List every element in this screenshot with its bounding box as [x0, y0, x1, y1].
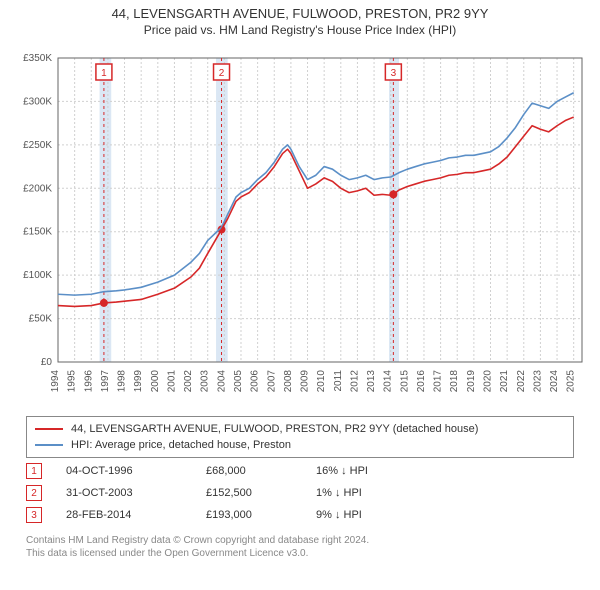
svg-text:1994: 1994 — [50, 370, 61, 393]
svg-text:2009: 2009 — [300, 370, 311, 393]
figure-container: 44, LEVENSGARTH AVENUE, FULWOOD, PRESTON… — [0, 0, 600, 590]
legend-item: 44, LEVENSGARTH AVENUE, FULWOOD, PRESTON… — [35, 421, 565, 437]
svg-text:2002: 2002 — [183, 370, 194, 393]
svg-text:2008: 2008 — [283, 370, 294, 393]
svg-text:2007: 2007 — [266, 370, 277, 393]
event-price: £68,000 — [206, 465, 316, 477]
subtitle: Price paid vs. HM Land Registry's House … — [0, 23, 600, 37]
line-chart: £0 £50K £100K £150K £200K £250K £300K £350K 1994… — [8, 48, 592, 408]
event-diff: 1% ↓ HPI — [316, 487, 436, 499]
footer-line: Contains HM Land Registry data © Crown c… — [26, 534, 574, 547]
svg-text:2005: 2005 — [233, 370, 244, 393]
svg-text:£200K: £200K — [23, 183, 52, 194]
svg-text:2001: 2001 — [166, 370, 177, 393]
event-marker-box: 1 — [26, 463, 42, 479]
svg-text:2: 2 — [219, 68, 225, 79]
svg-text:1998: 1998 — [117, 370, 128, 393]
event-row: 2 31-OCT-2003 £152,500 1% ↓ HPI — [26, 482, 574, 504]
svg-text:£50K: £50K — [29, 314, 53, 325]
event-date: 28-FEB-2014 — [66, 509, 206, 521]
svg-text:2003: 2003 — [200, 370, 211, 393]
event-marker-box: 3 — [26, 507, 42, 523]
legend: 44, LEVENSGARTH AVENUE, FULWOOD, PRESTON… — [26, 416, 574, 458]
address-title: 44, LEVENSGARTH AVENUE, FULWOOD, PRESTON… — [0, 6, 600, 21]
svg-text:2018: 2018 — [449, 370, 460, 393]
event-date: 04-OCT-1996 — [66, 465, 206, 477]
footer-line: This data is licensed under the Open Gov… — [26, 547, 574, 560]
svg-text:£150K: £150K — [23, 227, 52, 238]
svg-text:2011: 2011 — [333, 370, 344, 392]
svg-text:2004: 2004 — [216, 370, 227, 393]
svg-text:1999: 1999 — [133, 370, 144, 393]
svg-text:2006: 2006 — [250, 370, 261, 393]
svg-text:£250K: £250K — [23, 140, 52, 151]
svg-text:1995: 1995 — [67, 370, 78, 393]
svg-text:2015: 2015 — [399, 370, 410, 393]
event-row: 1 04-OCT-1996 £68,000 16% ↓ HPI — [26, 460, 574, 482]
svg-text:£350K: £350K — [23, 53, 52, 64]
event-price: £152,500 — [206, 487, 316, 499]
svg-text:2025: 2025 — [566, 370, 577, 393]
event-diff: 16% ↓ HPI — [316, 465, 436, 477]
svg-text:1996: 1996 — [83, 370, 94, 393]
svg-text:2013: 2013 — [366, 370, 377, 393]
svg-text:1: 1 — [101, 68, 107, 79]
legend-item: HPI: Average price, detached house, Pres… — [35, 437, 565, 453]
svg-text:£300K: £300K — [23, 96, 52, 107]
legend-label: HPI: Average price, detached house, Pres… — [71, 437, 291, 453]
svg-text:2019: 2019 — [466, 370, 477, 393]
legend-swatch — [35, 428, 63, 430]
svg-text:2010: 2010 — [316, 370, 327, 393]
svg-text:£100K: £100K — [23, 270, 52, 281]
svg-text:2021: 2021 — [499, 370, 510, 393]
legend-swatch — [35, 444, 63, 446]
chart-area: £0 £50K £100K £150K £200K £250K £300K £350K 1994… — [8, 48, 592, 408]
svg-text:2020: 2020 — [483, 370, 494, 393]
svg-text:1997: 1997 — [100, 370, 111, 393]
svg-text:£0: £0 — [41, 357, 53, 368]
event-price: £193,000 — [206, 509, 316, 521]
svg-text:2014: 2014 — [383, 370, 394, 393]
svg-text:2022: 2022 — [516, 370, 527, 393]
legend-label: 44, LEVENSGARTH AVENUE, FULWOOD, PRESTON… — [71, 421, 478, 437]
svg-text:2024: 2024 — [549, 370, 560, 393]
event-row: 3 28-FEB-2014 £193,000 9% ↓ HPI — [26, 504, 574, 526]
event-date: 31-OCT-2003 — [66, 487, 206, 499]
svg-text:2000: 2000 — [150, 370, 161, 393]
svg-text:2012: 2012 — [349, 370, 360, 393]
events-table: 1 04-OCT-1996 £68,000 16% ↓ HPI 2 31-OCT… — [26, 460, 574, 526]
footer-attribution: Contains HM Land Registry data © Crown c… — [26, 534, 574, 560]
svg-text:3: 3 — [391, 68, 397, 79]
event-marker-box: 2 — [26, 485, 42, 501]
titles: 44, LEVENSGARTH AVENUE, FULWOOD, PRESTON… — [0, 0, 600, 37]
svg-text:2023: 2023 — [532, 370, 543, 393]
svg-text:2017: 2017 — [433, 370, 444, 393]
svg-text:2016: 2016 — [416, 370, 427, 393]
event-diff: 9% ↓ HPI — [316, 509, 436, 521]
